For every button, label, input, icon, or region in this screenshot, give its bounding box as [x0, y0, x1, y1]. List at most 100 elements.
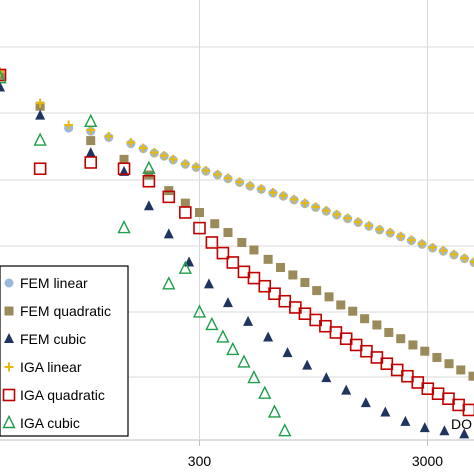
- series-iga-cubic: [0, 70, 292, 437]
- data-point: [468, 371, 474, 381]
- data-point: [226, 341, 240, 356]
- legend-entry: IGA quadratic: [2, 387, 105, 403]
- data-point: [276, 262, 286, 272]
- data-point: [256, 184, 266, 194]
- data-point: [380, 406, 391, 417]
- data-point: [84, 113, 98, 128]
- legend-entry: FEM cubic: [4, 331, 86, 347]
- x-axis: 300 3000: [188, 453, 443, 469]
- data-point: [268, 287, 281, 301]
- data-point: [311, 202, 321, 212]
- data-point: [85, 147, 96, 158]
- data-point: [33, 162, 47, 176]
- data-point: [201, 166, 211, 176]
- data-point: [439, 425, 450, 436]
- data-point: [267, 404, 282, 418]
- data-point: [278, 294, 292, 308]
- data-point: [162, 190, 176, 204]
- data-point: [213, 169, 223, 179]
- data-point: [235, 177, 245, 187]
- legend-entry: FEM linear: [4, 275, 88, 291]
- data-point: [360, 344, 373, 358]
- data-point: [396, 334, 406, 344]
- data-point: [324, 292, 334, 302]
- data-point: [203, 278, 214, 289]
- data-point: [385, 227, 395, 237]
- data-point: [64, 120, 74, 130]
- data-point: [210, 219, 220, 229]
- data-point: [0, 81, 5, 92]
- data-point: [119, 165, 130, 176]
- data-point: [192, 304, 207, 318]
- data-point: [162, 276, 176, 290]
- data-point: [159, 151, 169, 161]
- data-point: [247, 370, 261, 384]
- data-point: [341, 384, 352, 395]
- data-point: [117, 220, 131, 234]
- data-point: [300, 198, 310, 208]
- data-point: [396, 231, 406, 241]
- data-point: [205, 236, 219, 249]
- x-tick-label: 300: [188, 453, 212, 469]
- data-point: [302, 359, 313, 370]
- data-point: [143, 200, 154, 211]
- legend-entry: IGA cubic: [2, 414, 80, 431]
- data-point: [360, 314, 370, 324]
- data-point: [431, 387, 445, 401]
- data-point: [300, 277, 310, 287]
- data-point: [353, 217, 363, 227]
- data-point: [258, 385, 272, 399]
- data-point: [237, 237, 247, 247]
- data-point: [138, 143, 148, 153]
- x-axis-label-fragment: DO: [451, 416, 472, 432]
- data-point: [223, 173, 233, 183]
- data-point: [119, 154, 129, 164]
- data-point: [117, 162, 131, 176]
- data-point: [0, 70, 7, 84]
- data-point: [4, 278, 14, 288]
- legend-label: FEM cubic: [20, 331, 86, 347]
- data-point: [438, 246, 448, 256]
- data-point: [33, 132, 47, 146]
- plot-area: [0, 67, 474, 439]
- data-point: [163, 228, 174, 239]
- series-fem-cubic: [0, 81, 470, 439]
- data-point: [223, 227, 233, 237]
- data-point: [278, 423, 292, 437]
- data-point: [329, 326, 343, 339]
- data-point: [400, 415, 411, 426]
- data-point: [419, 422, 430, 433]
- data-point: [432, 352, 442, 362]
- data-point: [237, 354, 251, 368]
- legend-label: IGA cubic: [20, 415, 80, 431]
- data-point: [417, 239, 427, 249]
- data-point: [84, 156, 98, 169]
- data-point: [0, 68, 7, 82]
- data-point: [216, 329, 230, 343]
- legend: FEM linear FEM quadratic FEM cubic IGA line…: [0, 265, 129, 437]
- data-point: [226, 256, 240, 269]
- data-point: [390, 363, 404, 377]
- data-point: [312, 286, 322, 296]
- data-point: [4, 333, 14, 343]
- data-point: [2, 388, 16, 402]
- data-point: [336, 300, 346, 310]
- data-point: [321, 206, 331, 216]
- x-tick-label: 3000: [412, 453, 443, 469]
- data-point: [278, 191, 288, 201]
- data-point: [408, 340, 418, 350]
- data-point: [456, 365, 466, 375]
- data-point: [205, 316, 219, 331]
- data-point: [168, 154, 178, 164]
- data-point: [149, 147, 159, 157]
- legend-entry: FEM quadratic: [4, 303, 111, 319]
- legend-entry: IGA linear: [4, 359, 82, 375]
- data-point: [401, 369, 414, 383]
- series-iga-quadratic: [0, 68, 474, 417]
- data-point: [35, 109, 46, 120]
- data-point: [243, 315, 254, 326]
- data-point: [191, 162, 201, 172]
- data-point: [372, 320, 382, 330]
- data-point: [332, 209, 342, 219]
